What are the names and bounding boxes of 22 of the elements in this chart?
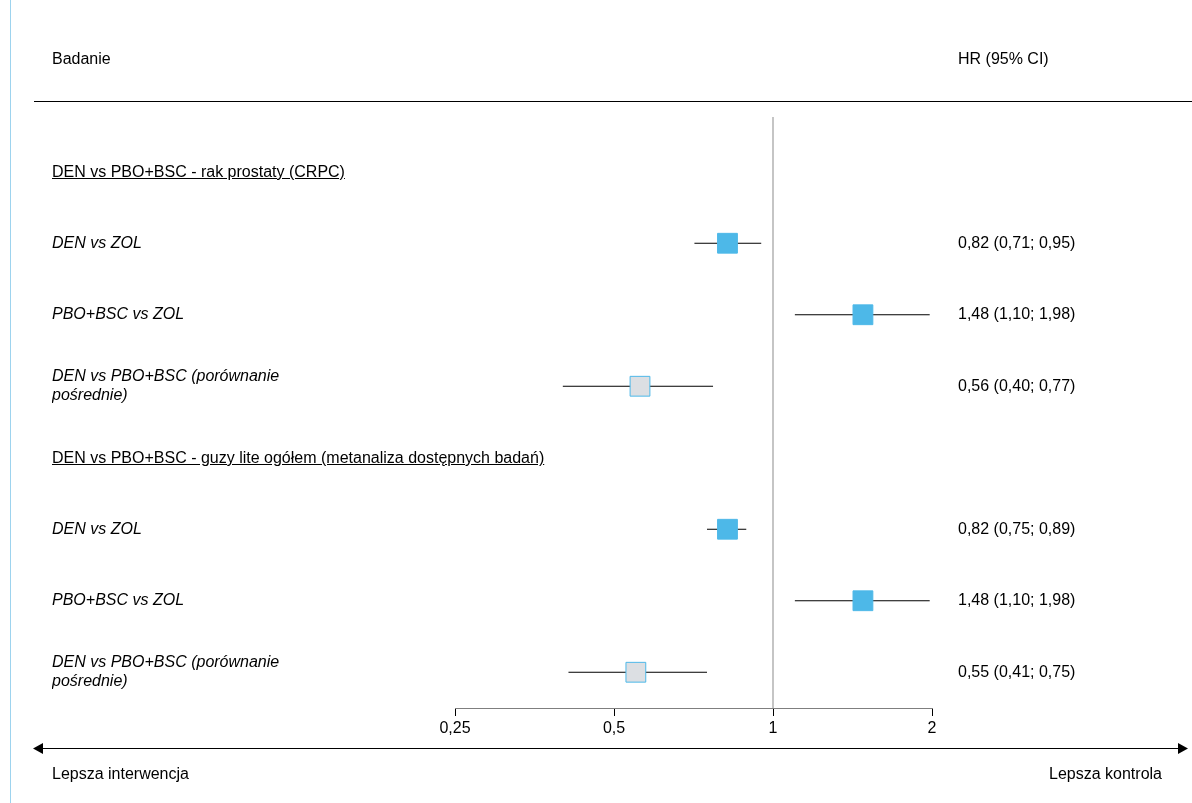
text: Lepsza interwencja: [52, 765, 189, 783]
data-label: 1,48 (1,10; 1,98): [958, 591, 1076, 609]
x-tick-label: 0,25: [439, 719, 471, 737]
y-tick-label: DEN vs PBO+BSC - guzy lite ogółem (metanaliza dostępnych badań): [52, 448, 545, 468]
data-label: 0,55 (0,41; 0,75): [958, 662, 1076, 680]
x-tick-label: 1: [768, 719, 778, 737]
y-tick-label: PBO+BSC vs ZOL: [52, 591, 185, 609]
data-label: 0,82 (0,75; 0,89): [958, 519, 1076, 537]
x-tick-label: 0,5: [602, 719, 626, 737]
y-tick-label: DEN vs ZOL: [52, 233, 142, 251]
data-label: 0,56 (0,40; 0,77): [958, 376, 1076, 394]
text: HR (95% CI): [958, 50, 1049, 68]
data-label: 1,48 (1,10; 1,98): [958, 305, 1076, 323]
y-tick-label: DEN vs PBO+BSC - rak prostaty (CRPC): [52, 162, 345, 182]
data-label: 0,82 (0,71; 0,95): [958, 233, 1076, 251]
y-tick-label: PBO+BSC vs ZOL: [52, 305, 185, 323]
y-tick-label: DEN vs ZOL: [52, 519, 142, 537]
y-tick-label: DEN vs PBO+BSC (porównanie pośrednie): [51, 653, 280, 690]
text: Lepsza kontrola: [1049, 765, 1162, 783]
y-tick-label: DEN vs PBO+BSC (porównanie pośrednie): [51, 367, 280, 404]
text: Badanie: [52, 50, 111, 68]
x-tick-label: 2: [927, 719, 937, 737]
